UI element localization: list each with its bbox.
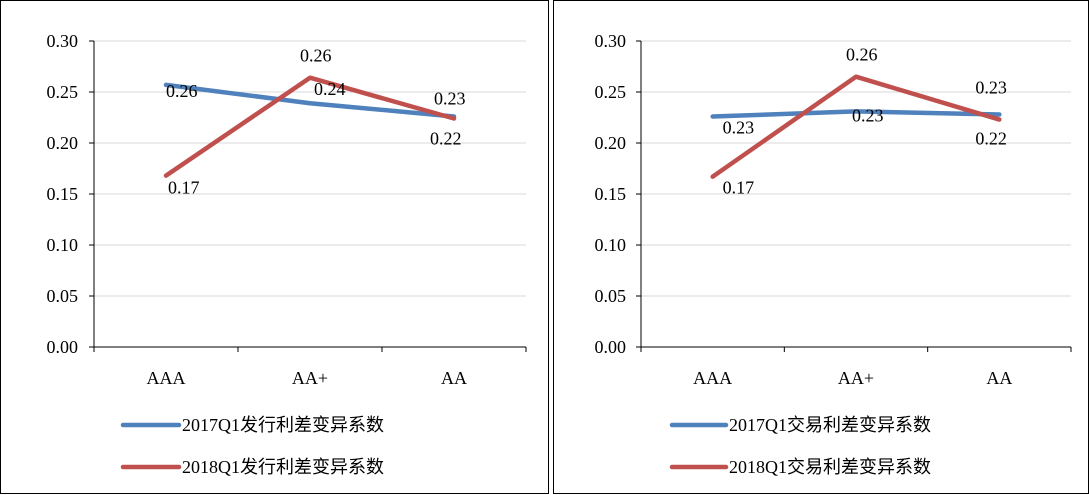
data-label: 0.23 [723, 117, 755, 137]
y-tick-label: 0.15 [595, 184, 627, 204]
data-label: 0.26 [300, 46, 332, 66]
y-tick-label: 0.25 [595, 82, 627, 102]
issuance-spread-cv-chart: 0.00 0.05 0.10 0.15 0.20 0.25 0.30 AAA AA+ AA 0.26… [1, 1, 550, 495]
data-label: 0.17 [723, 178, 755, 198]
legend-label: 2017Q1发行利差变异系数 [182, 415, 384, 435]
y-tick-label: 0.00 [47, 337, 79, 357]
data-label: 0.23 [852, 105, 884, 125]
data-label: 0.22 [430, 129, 462, 149]
data-label: 0.23 [975, 77, 1007, 97]
y-tick-label: 0.30 [47, 31, 79, 51]
data-label: 0.24 [314, 79, 346, 99]
x-tick-label: AA [441, 368, 467, 388]
x-tick-label: AA+ [292, 368, 328, 388]
x-tick-label: AAA [147, 368, 186, 388]
y-tick-label: 0.20 [595, 133, 627, 153]
chart-panel-trading: 0.00 0.05 0.10 0.15 0.20 0.25 0.30 AAA AA+ AA 0.23… [553, 0, 1089, 494]
y-tick-label: 0.20 [47, 133, 79, 153]
data-label: 0.23 [434, 88, 466, 108]
series-line [166, 85, 454, 117]
y-tick-label: 0.05 [595, 286, 627, 306]
legend-label: 2018Q1发行利差变异系数 [182, 457, 384, 477]
x-tick-label: AA [986, 368, 1012, 388]
y-tick-label: 0.15 [47, 184, 79, 204]
x-tick-label: AA+ [838, 368, 874, 388]
legend-label: 2018Q1交易利差变异系数 [729, 457, 931, 477]
chart-panel-issuance: 0.00 0.05 0.10 0.15 0.20 0.25 0.30 AAA AA+ AA 0.26… [0, 0, 549, 494]
y-tick-label: 0.30 [595, 31, 627, 51]
y-tick-label: 0.00 [595, 337, 627, 357]
data-label: 0.26 [166, 81, 198, 101]
trading-spread-cv-chart: 0.00 0.05 0.10 0.15 0.20 0.25 0.30 AAA AA+ AA 0.23… [554, 1, 1089, 495]
data-label: 0.17 [168, 178, 200, 198]
x-tick-label: AAA [693, 368, 732, 388]
legend-label: 2017Q1交易利差变异系数 [729, 415, 931, 435]
y-tick-label: 0.10 [47, 235, 79, 255]
y-tick-label: 0.25 [47, 82, 79, 102]
y-tick-label: 0.10 [595, 235, 627, 255]
data-label: 0.26 [846, 45, 878, 65]
y-tick-label: 0.05 [47, 286, 79, 306]
data-label: 0.22 [975, 129, 1007, 149]
